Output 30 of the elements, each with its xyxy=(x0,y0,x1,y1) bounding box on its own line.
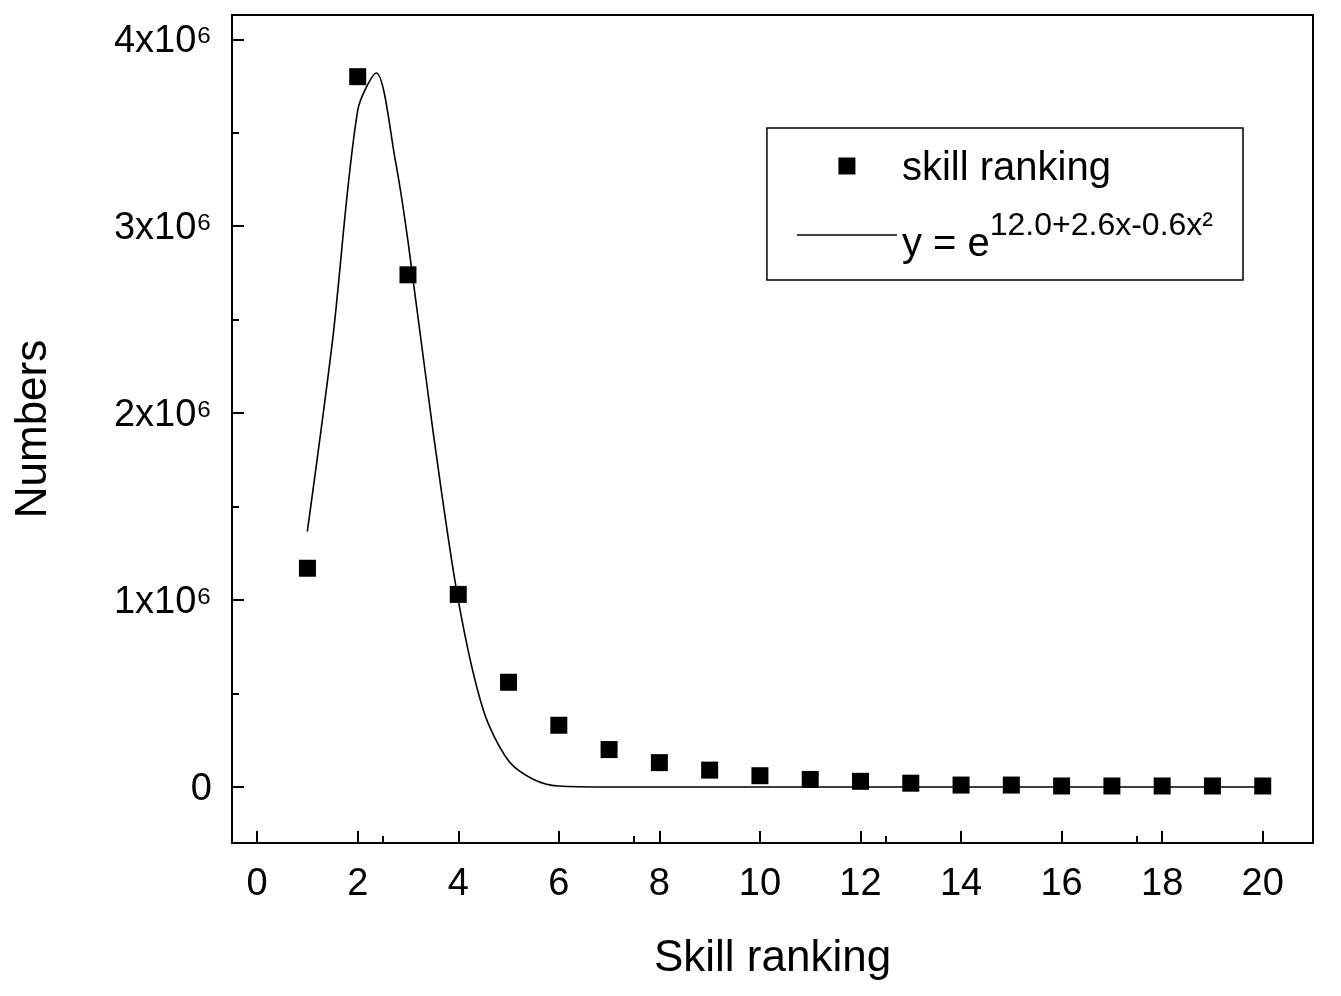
x-tick-label: 16 xyxy=(1040,861,1083,903)
x-tick-label: 18 xyxy=(1141,861,1184,903)
x-tick-label: 2 xyxy=(347,861,369,903)
point xyxy=(449,585,467,603)
point xyxy=(751,767,769,785)
point xyxy=(399,266,417,284)
point xyxy=(500,673,518,691)
point xyxy=(701,761,719,779)
point xyxy=(1254,777,1272,795)
x-tick-label: 12 xyxy=(839,861,882,903)
y-tick-label: 3x10⁶ xyxy=(113,205,212,248)
x-tick-label: 0 xyxy=(246,861,268,903)
x-tick-label: 14 xyxy=(939,861,983,903)
point xyxy=(550,716,568,734)
x-tick-label: 4 xyxy=(447,861,469,903)
y-tick-label: 4x10⁶ xyxy=(113,18,212,61)
x-tick-label: 6 xyxy=(548,861,570,903)
point xyxy=(650,754,668,772)
x-tick-label: 10 xyxy=(738,861,782,903)
point xyxy=(349,68,367,86)
point xyxy=(600,741,618,759)
y-tick-label: 1x10⁶ xyxy=(113,579,212,622)
y-tick-label: 0 xyxy=(190,765,212,808)
legend-label: skill ranking xyxy=(901,144,1111,188)
x-tick-label: 20 xyxy=(1241,861,1284,903)
y-tick-label: 2x10⁶ xyxy=(113,392,212,435)
point xyxy=(298,559,316,577)
x-axis-title: Skill ranking xyxy=(653,930,892,980)
x-tick-label: 8 xyxy=(648,861,670,903)
y-axis-title: Numbers xyxy=(5,339,55,519)
